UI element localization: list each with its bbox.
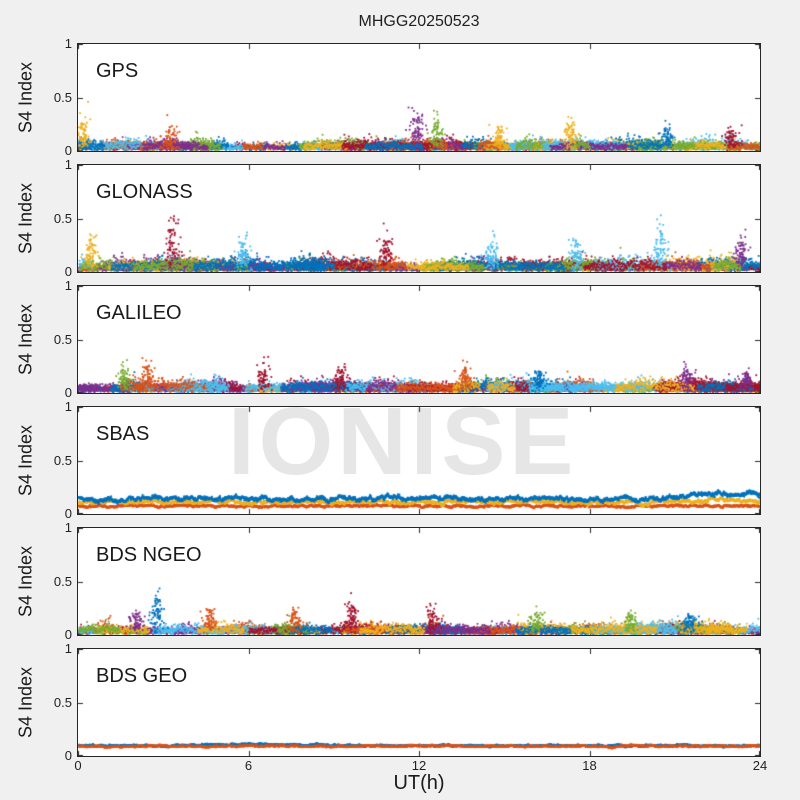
- y-tick-label: 0.5: [53, 210, 72, 226]
- y-axis-label: S4 Index: [15, 666, 36, 739]
- y-axis-label: S4 Index: [15, 424, 36, 497]
- panel-canvas-gps: [78, 44, 760, 151]
- y-tick-label: 0: [64, 506, 72, 521]
- y-tick-label: 1: [64, 157, 72, 172]
- y-tick-label: 0: [64, 143, 72, 158]
- panel-canvas-glonass: [78, 165, 760, 272]
- y-tick-label: 0.5: [53, 89, 72, 105]
- panel-label: GPS: [96, 60, 139, 82]
- x-axis-ticks: 0 6 12 18 24: [74, 758, 767, 774]
- panel-glonass: GLONASS S4 Index 0 0.5 1: [16, 157, 761, 279]
- y-tick-label: 0.5: [53, 452, 72, 468]
- x-axis-title: UT(h): [393, 772, 445, 794]
- y-tick-label: 1: [64, 399, 72, 414]
- panel-label: GLONASS: [96, 181, 193, 203]
- panel-canvas-sbas: [78, 407, 760, 514]
- y-tick-label: 0: [64, 264, 72, 279]
- panel-label: BDS NGEO: [96, 544, 202, 566]
- y-tick-label: 1: [64, 36, 72, 51]
- y-axis-label: S4 Index: [15, 182, 36, 255]
- panel-canvas-bds-geo: [78, 649, 760, 756]
- y-tick-label: 1: [64, 278, 72, 293]
- panel-gps: GPS S4 Index 0 0.5 1: [16, 36, 761, 158]
- y-axis-label: S4 Index: [15, 61, 36, 134]
- y-axis-label: S4 Index: [15, 545, 36, 618]
- x-tick-label: 24: [752, 758, 768, 773]
- y-tick-label: 0: [64, 627, 72, 642]
- y-tick-label: 0: [64, 385, 72, 400]
- x-tick-label: 12: [411, 758, 427, 773]
- y-tick-label: 0.5: [53, 573, 72, 589]
- y-axis-label: S4 Index: [15, 303, 36, 376]
- y-tick-label: 0.5: [53, 694, 72, 710]
- y-tick-label: 0.5: [53, 331, 72, 347]
- figure-title: MHGG20250523: [358, 13, 480, 30]
- x-tick-label: 0: [74, 758, 82, 773]
- y-tick-label: 1: [64, 641, 72, 656]
- panel-galileo: GALILEO S4 Index 0 0.5 1: [16, 278, 761, 400]
- panel-sbas: SBAS S4 Index 0 0.5 1: [16, 399, 761, 521]
- y-tick-label: 0: [64, 748, 72, 763]
- x-tick-label: 18: [582, 758, 597, 773]
- panel-bds-ngeo: BDS NGEO S4 Index 0 0.5 1: [16, 520, 761, 642]
- panel-label: SBAS: [96, 423, 150, 445]
- panel-canvas-galileo: [78, 286, 760, 393]
- panel-label: BDS GEO: [96, 665, 188, 687]
- panel-canvas-bds-ngeo: [78, 528, 760, 635]
- panel-bds-geo: BDS GEO S4 Index 0 0.5 1: [16, 641, 761, 763]
- panel-label: GALILEO: [96, 302, 182, 324]
- x-tick-label: 6: [244, 758, 253, 773]
- y-tick-label: 1: [64, 520, 72, 535]
